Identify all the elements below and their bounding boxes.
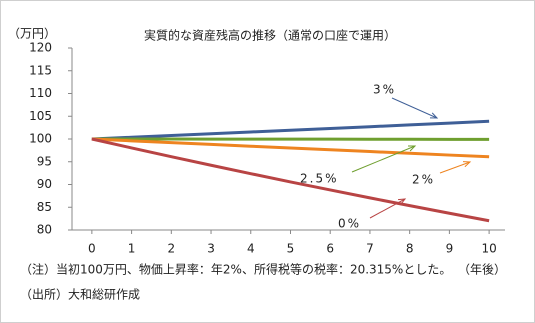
series-label: 2% [412,173,435,187]
annotation-arrow [369,198,406,219]
x-tick-label: 6 [326,242,334,256]
arrow-head [429,112,439,119]
chart-title: 実質的な資産残高の推移（通常の口座で運用） [144,28,396,43]
x-tick-label: 10 [481,242,496,256]
x-tick-label: 4 [247,242,255,256]
x-tick-label: 7 [366,242,374,256]
x-tick-label: 5 [287,242,295,256]
note: （注）当初100万円、物価上昇率：年2%、所得税等の税率：20.315%とした。 [20,262,451,277]
series-label: 0% [338,217,361,231]
y-tick-label: 90 [37,177,52,191]
x-tick-label: 0 [88,242,96,256]
y-tick-label: 95 [37,154,52,168]
series-line [91,137,490,223]
y-tick-label: 110 [29,86,52,100]
y-tick-label: 80 [37,223,52,237]
series-line [91,119,490,141]
annotation-arrow [351,145,416,173]
y-tick-label: 105 [29,109,52,123]
arrow-head [462,161,472,168]
series-line [91,137,490,159]
series-label: 2.5% [300,172,339,186]
y-tick-label: 120 [29,41,52,55]
arrow-head [407,145,417,152]
y-axis-label: （万円） [8,27,56,41]
x-axis-label: （年後） [458,263,506,277]
x-tick-label: 9 [446,242,454,256]
x-tick-label: 2 [167,242,175,256]
y-tick-label: 100 [29,132,52,146]
arrow-head [397,198,407,205]
x-tick-label: 3 [207,242,215,256]
annotation-arrow [391,97,438,119]
source-note: （出所）大和総研作成 [20,288,140,302]
y-tick-label: 85 [37,200,52,214]
y-tick-label: 115 [29,63,52,77]
x-tick-label: 8 [406,242,414,256]
annotation-arrow [439,161,471,174]
series-label: 3% [373,83,396,97]
x-tick-label: 1 [128,242,136,256]
